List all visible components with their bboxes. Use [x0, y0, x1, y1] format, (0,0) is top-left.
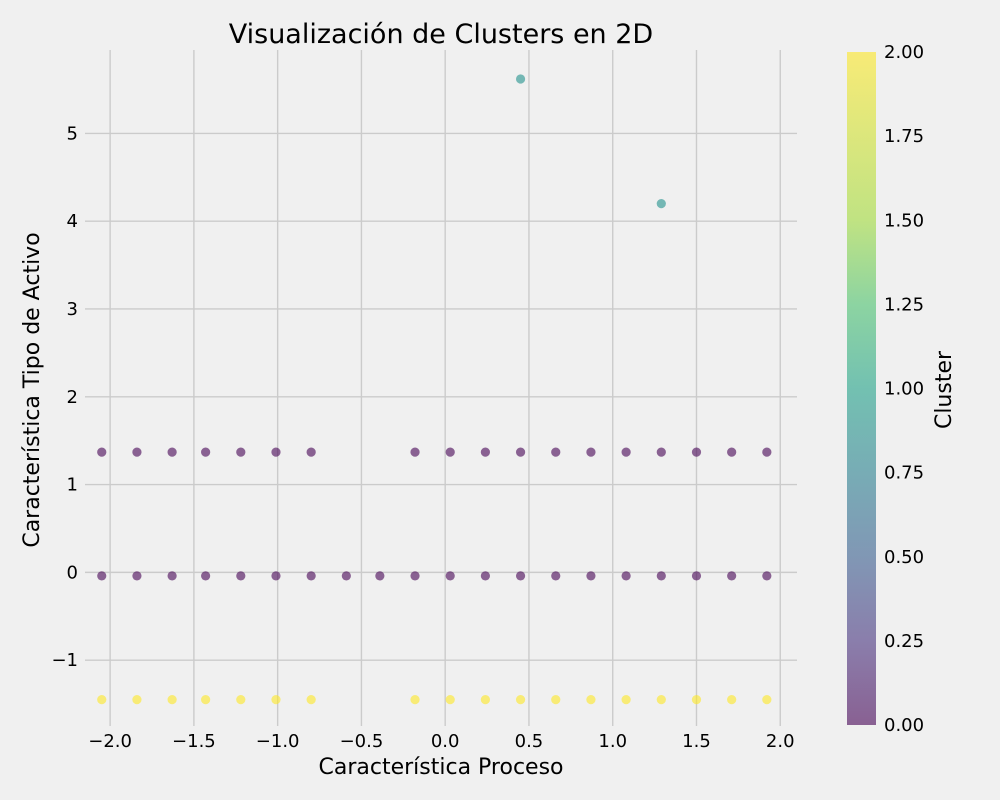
colorbar-tick-label: 1.25: [884, 294, 924, 315]
scatter-point-cluster-0: [306, 571, 316, 581]
scatter-point-cluster-0: [410, 571, 420, 581]
scatter-point-cluster-0: [727, 447, 737, 457]
scatter-point-cluster-0: [97, 571, 107, 581]
y-tick-label: 4: [67, 211, 78, 232]
scatter-point-cluster-0: [236, 571, 246, 581]
scatter-point-cluster-1: [515, 74, 526, 84]
scatter-point-cluster-0: [586, 447, 596, 457]
x-tick-label: 0.5: [515, 731, 544, 752]
scatter-point-cluster-0: [236, 447, 246, 457]
scatter-point-cluster-0: [201, 571, 211, 581]
scatter-point-cluster-1: [656, 199, 666, 209]
scatter-point-cluster-2: [236, 695, 246, 705]
x-tick-label: −2.0: [88, 731, 132, 752]
y-tick-label: 0: [67, 562, 78, 583]
scatter-point-cluster-0: [306, 447, 316, 457]
scatter-point-cluster-2: [201, 695, 211, 705]
scatter-point-cluster-0: [167, 571, 177, 581]
scatter-point-cluster-0: [97, 447, 107, 457]
scatter-point-cluster-2: [621, 695, 631, 705]
scatter-point-cluster-2: [480, 695, 490, 705]
x-tick-labels: −2.0 −1.5 −1.0 −0.5 0.0 0.5 1.0 1.5 2.0: [88, 731, 794, 752]
scatter-point-cluster-2: [515, 695, 526, 705]
scatter-point-cluster-0: [691, 571, 702, 581]
scatter-point-cluster-0: [621, 447, 631, 457]
scatter-point-cluster-2: [586, 695, 596, 705]
x-tick-label: −0.5: [340, 731, 384, 752]
x-tick-label: −1.0: [256, 731, 300, 752]
scatter-point-cluster-2: [691, 695, 702, 705]
scatter-point-cluster-0: [656, 571, 666, 581]
scatter-point-cluster-0: [691, 447, 702, 457]
scatter-point-cluster-2: [271, 695, 281, 705]
scatter-point-cluster-0: [551, 447, 561, 457]
scatter-point-cluster-2: [97, 695, 107, 705]
scatter-point-cluster-0: [727, 571, 737, 581]
scatter-point-cluster-2: [167, 695, 177, 705]
x-axis-label: Característica Proceso: [318, 755, 563, 780]
scatter-point-cluster-2: [132, 695, 142, 705]
scatter-point-cluster-0: [762, 571, 772, 581]
scatter-points: [97, 74, 772, 705]
scatter-point-cluster-0: [271, 447, 281, 457]
colorbar-tick-label: 1.00: [884, 379, 924, 400]
scatter-point-cluster-0: [515, 571, 526, 581]
y-axis-label: Característica Tipo de Activo: [20, 232, 45, 547]
y-tick-labels: −1 0 1 2 3 4 5: [51, 123, 78, 671]
x-tick-label: 1.0: [598, 731, 627, 752]
y-tick-label: 2: [67, 387, 78, 408]
scatter-point-cluster-0: [132, 571, 142, 581]
colorbar-tick-label: 1.75: [884, 126, 924, 147]
y-tick-label: 5: [67, 123, 78, 144]
scatter-point-cluster-0: [445, 571, 455, 581]
scatter-point-cluster-0: [515, 447, 526, 457]
colorbar-tick-label: 0.25: [884, 631, 924, 652]
x-tick-label: −1.5: [172, 731, 216, 752]
scatter-point-cluster-0: [480, 447, 490, 457]
scatter-point-cluster-0: [410, 447, 420, 457]
scatter-point-cluster-0: [271, 571, 281, 581]
colorbar-label: Cluster: [932, 350, 957, 429]
colorbar: [847, 52, 876, 725]
scatter-point-cluster-2: [727, 695, 737, 705]
colorbar-tick-label: 0.00: [884, 715, 924, 736]
scatter-point-cluster-0: [167, 447, 177, 457]
y-tick-label: 3: [67, 299, 78, 320]
colorbar-tick-label: 2.00: [884, 42, 924, 63]
scatter-point-cluster-0: [621, 571, 631, 581]
colorbar-tick-label: 1.50: [884, 210, 924, 231]
scatter-point-cluster-2: [656, 695, 666, 705]
scatter-point-cluster-0: [445, 447, 455, 457]
chart-title: Visualización de Clusters en 2D: [229, 19, 653, 50]
scatter-point-cluster-2: [445, 695, 455, 705]
colorbar-tick-label: 0.75: [884, 463, 924, 484]
scatter-point-cluster-2: [306, 695, 316, 705]
x-tick-label: 1.5: [682, 731, 711, 752]
scatter-point-cluster-0: [586, 571, 596, 581]
scatter-point-cluster-0: [132, 447, 142, 457]
scatter-point-cluster-0: [201, 447, 211, 457]
scatter-point-cluster-0: [762, 447, 772, 457]
x-tick-label: 2.0: [766, 731, 795, 752]
colorbar-tick-labels: 0.00 0.25 0.50 0.75 1.00 1.25 1.50 1.75 2.00: [884, 42, 924, 736]
scatter-point-cluster-2: [762, 695, 772, 705]
scatter-point-cluster-2: [551, 695, 561, 705]
scatter-point-cluster-0: [656, 447, 666, 457]
scatter-point-cluster-0: [341, 571, 351, 581]
scatter-point-cluster-0: [375, 571, 385, 581]
x-tick-label: 0.0: [431, 731, 460, 752]
scatter-point-cluster-0: [551, 571, 561, 581]
scatter-point-cluster-0: [480, 571, 490, 581]
y-tick-label: 1: [67, 475, 78, 496]
y-tick-label: −1: [51, 650, 78, 671]
grid: [85, 50, 797, 726]
scatter-point-cluster-2: [410, 695, 420, 705]
colorbar-tick-label: 0.50: [884, 547, 924, 568]
